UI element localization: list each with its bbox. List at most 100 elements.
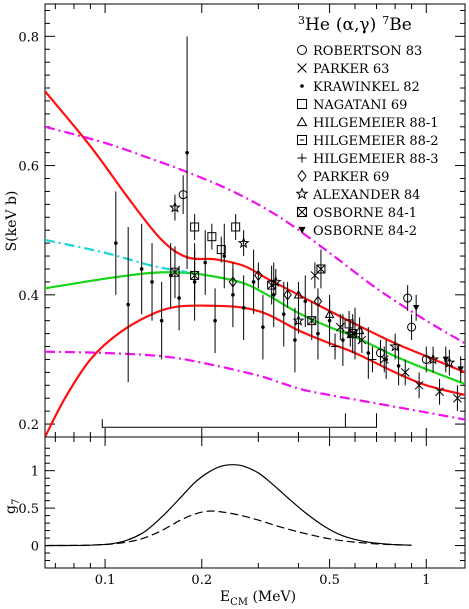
data-point xyxy=(178,175,188,215)
marker-cross xyxy=(400,368,410,377)
marker-dot xyxy=(271,293,276,297)
lower-plot-frame xyxy=(44,436,466,569)
data-point xyxy=(203,230,208,295)
data-point xyxy=(453,385,462,412)
data-point xyxy=(400,359,410,386)
x-tick-label: 0.1 xyxy=(95,573,116,588)
upper-data-points xyxy=(114,36,464,412)
data-point xyxy=(366,327,371,379)
marker-square xyxy=(297,99,307,109)
marker-square-cross-box xyxy=(307,316,317,326)
marker-triangle xyxy=(324,309,335,318)
marker-circle xyxy=(297,45,307,55)
marker-square-cross-x xyxy=(348,329,358,338)
marker-square-cross-box xyxy=(170,267,180,277)
data-point xyxy=(407,314,417,341)
model-curve-3 xyxy=(45,271,465,386)
marker-dot xyxy=(203,260,208,265)
marker-dot xyxy=(261,325,265,329)
lower-y-label-sub: 7 xyxy=(11,499,22,505)
lower-curves xyxy=(45,464,412,547)
marker-cross xyxy=(414,380,424,390)
x-label-main: E xyxy=(220,589,230,605)
legend-label: HILGEMEIER 88-3 xyxy=(313,152,439,167)
marker-plus xyxy=(297,153,307,163)
legend-item: OSBORNE 84-1 xyxy=(297,206,417,221)
data-point xyxy=(139,223,144,315)
marker-square xyxy=(190,222,200,232)
marker-square-cross-x xyxy=(190,271,199,280)
data-point xyxy=(403,285,413,311)
data-point xyxy=(267,265,277,305)
marker-diamond xyxy=(254,269,263,282)
marker-dot xyxy=(316,331,320,336)
data-point xyxy=(159,281,164,360)
marker-star xyxy=(427,353,440,365)
data-point xyxy=(457,356,464,383)
marker-square-cross-x xyxy=(307,316,317,326)
marker-square-cross xyxy=(316,264,326,274)
marker-dot xyxy=(114,241,118,245)
data-point xyxy=(150,243,154,321)
x-tick-label: 0.2 xyxy=(191,573,212,588)
marker-square-cross xyxy=(297,207,307,217)
data-point xyxy=(237,230,250,257)
y-tick-label: 0 xyxy=(31,540,39,555)
marker-square-notch xyxy=(297,135,307,145)
data-point xyxy=(435,378,444,405)
model-curve-5 xyxy=(45,125,465,345)
marker-star xyxy=(295,187,309,200)
energy-range-bracket xyxy=(101,413,378,428)
marker-square xyxy=(216,245,226,255)
marker-tri-down xyxy=(457,366,464,373)
x-axis-label: ECM (MeV) xyxy=(220,589,296,608)
title-reaction: (α,γ) xyxy=(336,15,376,35)
marker-diamond xyxy=(228,276,238,288)
marker-cross xyxy=(453,393,462,403)
data-point xyxy=(170,246,180,299)
marker-dot xyxy=(185,150,189,155)
marker-dot xyxy=(222,254,227,258)
legend-label: KRAWINKEL 82 xyxy=(313,80,420,95)
title-mass-a: 3 xyxy=(298,14,305,27)
marker-dot xyxy=(251,280,256,284)
y-tick-label: 0.5 xyxy=(18,502,39,517)
y-tick-label: 0.6 xyxy=(18,160,39,175)
model-curve-2 xyxy=(45,304,465,437)
legend-label: ROBERTSON 83 xyxy=(313,44,422,59)
marker-cross xyxy=(379,355,389,364)
marker-square-cross xyxy=(170,267,180,277)
legend-item: HILGEMEIER 88-3 xyxy=(297,152,439,167)
marker-square-cross-box xyxy=(297,207,307,217)
marker-square-cross-x xyxy=(170,267,180,277)
legend-item: ROBERTSON 83 xyxy=(297,44,422,59)
data-point xyxy=(412,294,420,321)
legend-label: HILGEMEIER 88-2 xyxy=(313,134,439,149)
marker-cross xyxy=(297,63,307,73)
data-point xyxy=(313,288,323,315)
data-point xyxy=(292,307,305,334)
marker-square-cross-box xyxy=(348,329,358,339)
data-point xyxy=(379,346,389,373)
marker-cross xyxy=(357,335,367,345)
data-point xyxy=(324,301,335,328)
marker-square-cross-box xyxy=(316,264,326,274)
marker-dot xyxy=(231,293,235,297)
marker-dot xyxy=(366,351,371,355)
marker-circle xyxy=(407,322,417,332)
marker-dot xyxy=(396,364,401,368)
data-point xyxy=(114,191,118,295)
data-point xyxy=(303,275,308,328)
marker-cross xyxy=(435,387,444,397)
marker-circle xyxy=(403,293,413,303)
legend-item: NAGATANI 69 xyxy=(297,98,407,113)
y-axis-label: S(keV b) xyxy=(4,191,20,252)
marker-star xyxy=(389,340,402,352)
data-point xyxy=(368,346,377,373)
data-point xyxy=(331,333,340,360)
marker-dot xyxy=(139,267,144,271)
marker-diamond xyxy=(283,289,292,301)
y-tick-label: 0.8 xyxy=(18,30,39,45)
upper-ticks: 0.2 0.4 0.6 0.8 xyxy=(18,4,465,438)
legend-item: HILGEMEIER 88-1 xyxy=(296,116,439,131)
